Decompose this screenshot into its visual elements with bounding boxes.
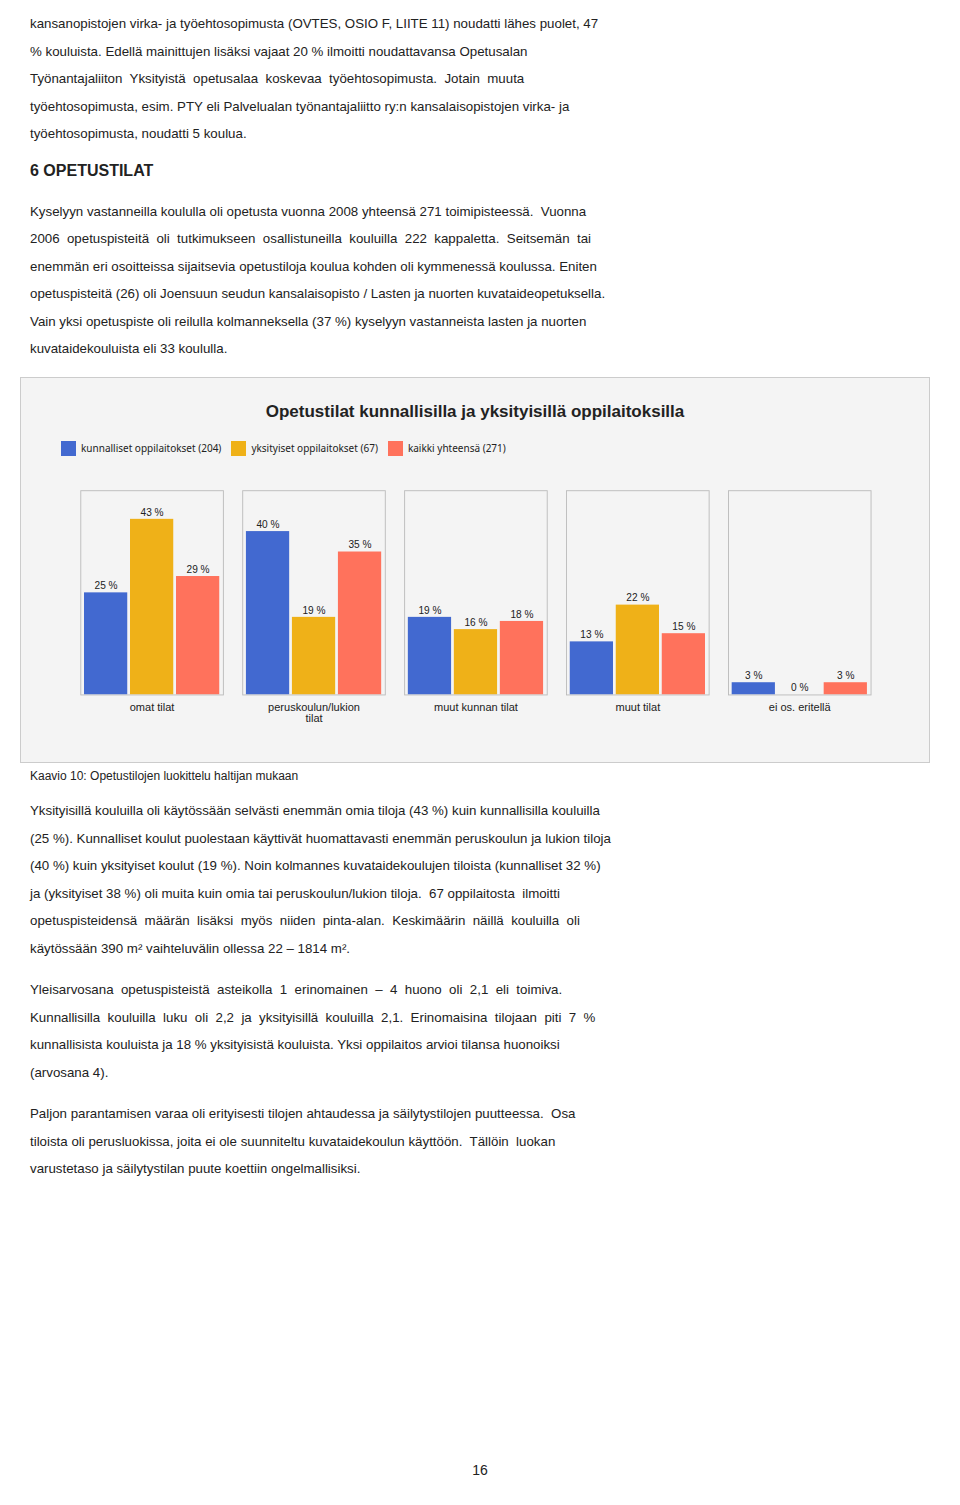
svg-text:19 %: 19 % bbox=[418, 604, 441, 615]
html-text:16: 16 bbox=[472, 1462, 488, 1478]
html-text:Opetustilat kunnallisilla ja y: Opetustilat kunnallisilla ja yksityisill… bbox=[265, 401, 685, 421]
svg-text:18 %: 18 % bbox=[510, 608, 533, 619]
svg-text:muut kunnan tilat: muut kunnan tilat bbox=[434, 701, 518, 713]
html-text:kansanopistojen virka- ja työe: kansanopistojen virka- ja työehtosopimus… bbox=[30, 16, 599, 31]
svg-text:0 %: 0 % bbox=[791, 682, 808, 693]
html-text:(40 %) kuin yksityiset koulut: (40 %) kuin yksityiset koulut (19 %). No… bbox=[30, 858, 601, 874]
html-text:Paljon parantamisen varaa oli: Paljon parantamisen varaa oli erityisest… bbox=[30, 1106, 576, 1122]
svg-text:3 %: 3 % bbox=[837, 670, 854, 681]
svg-text:35 %: 35 % bbox=[348, 539, 371, 550]
html-text:kunnalliset oppilaitokset (204: kunnalliset oppilaitokset (204) bbox=[81, 441, 222, 455]
html-text:enemmän eri osoitteissa sijait: enemmän eri osoitteissa sijaitsevia opet… bbox=[30, 258, 597, 274]
svg-text:ei os. eritellä: ei os. eritellä bbox=[769, 701, 832, 713]
svg-text:40 %: 40 % bbox=[256, 518, 279, 529]
svg-text:muut tilat: muut tilat bbox=[615, 701, 660, 713]
html-text:Yleisarvosana opetuspisteistä: Yleisarvosana opetuspisteistä asteikolla… bbox=[30, 982, 563, 998]
svg-text:16 %: 16 % bbox=[464, 616, 487, 627]
html-text:6 OPETUSTILAT: 6 OPETUSTILAT bbox=[30, 161, 154, 179]
html-text:ja (yksityiset 38 %) oli muita: ja (yksityiset 38 %) oli muita kuin omia… bbox=[30, 885, 560, 901]
html-text:Vain yksi opetuspiste oli reil: Vain yksi opetuspiste oli reilulla kolma… bbox=[30, 313, 587, 329]
html-text:Kunnallisilla kouluilla luku o: Kunnallisilla kouluilla luku oli 2,2 ja … bbox=[30, 1009, 596, 1025]
svg-text:3 %: 3 % bbox=[745, 670, 762, 681]
svg-text:15 %: 15 % bbox=[672, 620, 695, 631]
html-text:opetuspisteitä (26) oli Joensu: opetuspisteitä (26) oli Joensuun seudun … bbox=[30, 286, 606, 301]
svg-text:22 %: 22 % bbox=[626, 592, 649, 603]
html-text:Yksityisillä kouluilla oli käy: Yksityisillä kouluilla oli käytössään se… bbox=[30, 803, 600, 819]
html-text:2006 opetuspisteitä oli tutkim: 2006 opetuspisteitä oli tutkimukseen osa… bbox=[30, 231, 591, 246]
svg-text:13 %: 13 % bbox=[580, 629, 603, 640]
html-text:kaikki yhteensä (271): kaikki yhteensä (271) bbox=[407, 441, 506, 455]
html-text:työehtosopimusta, noudatti 5 k: työehtosopimusta, noudatti 5 koulua. bbox=[30, 126, 247, 141]
svg-text:omat tilat: omat tilat bbox=[130, 701, 175, 713]
html-text:(25 %). Kunnalliset koulut puo: (25 %). Kunnalliset koulut puolestaan kä… bbox=[30, 830, 611, 846]
html-text:tiloista oli perusluokissa, jo: tiloista oli perusluokissa, joita ei ole… bbox=[30, 1133, 556, 1149]
html-text:kunnallisista kouluista ja 18: kunnallisista kouluista ja 18 % yksityis… bbox=[30, 1037, 560, 1053]
html-text:Työnantajaliiton Yksityistä op: Työnantajaliiton Yksityistä opetusalaa k… bbox=[30, 71, 525, 86]
html-text:työehtosopimusta, esim. PTY el: työehtosopimusta, esim. PTY eli Palvelua… bbox=[30, 98, 570, 114]
html-text:Kaavio 10: Opetustilojen luoki: Kaavio 10: Opetustilojen luokittelu halt… bbox=[30, 769, 299, 784]
html-text:käytössään 390 m² vaihteluväli: käytössään 390 m² vaihteluvälin ollessa … bbox=[30, 940, 350, 956]
html-text:varustetaso ja säilytystilan p: varustetaso ja säilytystilan puute koett… bbox=[30, 1161, 361, 1177]
html-text:% kouluista. Edellä mainittuje: % kouluista. Edellä mainittujen lisäksi … bbox=[30, 43, 528, 59]
html-text:kuvataidekouluista eli 33 koul: kuvataidekouluista eli 33 koululla. bbox=[30, 341, 228, 356]
svg-text:29 %: 29 % bbox=[187, 563, 210, 574]
svg-text:43 %: 43 % bbox=[141, 506, 164, 517]
html-text:opetuspisteidensä määrän lisäk: opetuspisteidensä määrän lisäksi myös ni… bbox=[30, 913, 580, 929]
svg-text:25 %: 25 % bbox=[95, 580, 118, 591]
svg-text:peruskoulun/lukiontilat: peruskoulun/lukiontilat bbox=[268, 701, 360, 724]
html-text:yksityiset oppilaitokset (67): yksityiset oppilaitokset (67) bbox=[251, 441, 378, 455]
html-text:Kyselyyn vastanneilla koululla: Kyselyyn vastanneilla koululla oli opetu… bbox=[30, 203, 587, 219]
svg-text:19 %: 19 % bbox=[302, 604, 325, 615]
html-text:(arvosana 4).: (arvosana 4). bbox=[30, 1064, 109, 1080]
